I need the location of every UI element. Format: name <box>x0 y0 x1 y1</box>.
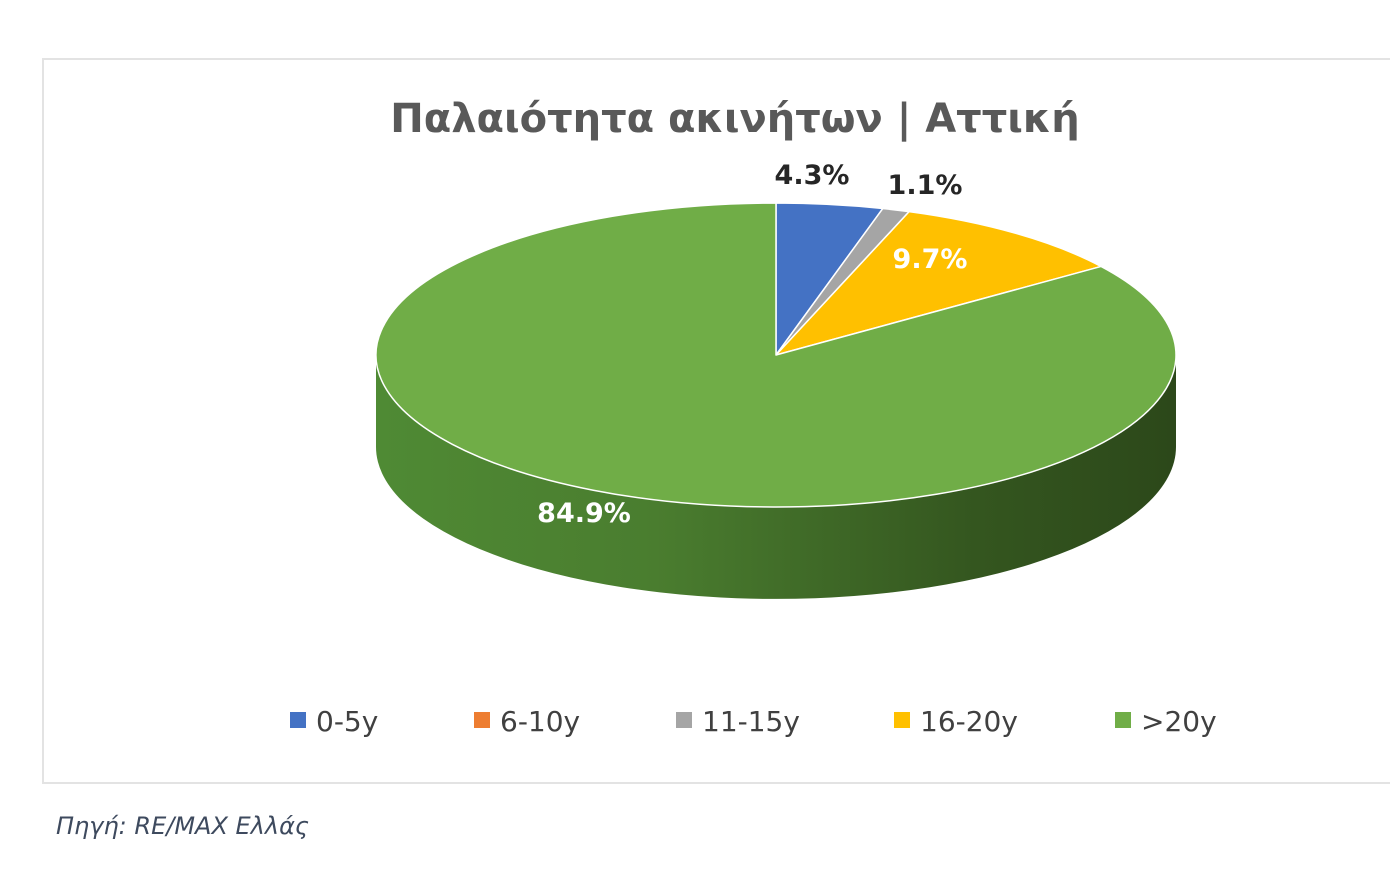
legend-label-4: >20y <box>1141 705 1217 738</box>
legend-swatch-0 <box>290 712 306 728</box>
legend: 0-5y 6-10y 11-15y 16-20y >20y <box>290 705 1217 738</box>
data-label-3: 9.7% <box>893 244 968 275</box>
legend-swatch-4 <box>1115 712 1131 728</box>
legend-label-2: 11-15y <box>702 705 800 738</box>
pie-labels-group: 4.3% 1.1% 9.7% 84.9% <box>537 160 967 529</box>
data-label-2: 1.1% <box>888 170 963 201</box>
legend-label-3: 16-20y <box>920 705 1018 738</box>
source-note: Πηγή: RE/MAX Ελλάς <box>56 812 309 840</box>
pie-side-group <box>376 355 1176 599</box>
legend-swatch-2 <box>676 712 692 728</box>
legend-swatch-3 <box>894 712 910 728</box>
pie-slice-4 <box>375 202 1177 508</box>
pie-slice-3 <box>775 210 1102 356</box>
data-label-4: 84.9% <box>537 498 631 529</box>
data-label-0: 4.3% <box>775 160 850 191</box>
chart-title: Παλαιότητα ακινήτων | Αττική <box>390 96 1079 143</box>
legend-label-1: 6-10y <box>500 705 580 738</box>
legend-label-0: 0-5y <box>316 705 378 738</box>
pie-top-group <box>375 202 1177 508</box>
legend-swatch-1 <box>474 712 490 728</box>
pie-side-4 <box>376 355 1176 599</box>
